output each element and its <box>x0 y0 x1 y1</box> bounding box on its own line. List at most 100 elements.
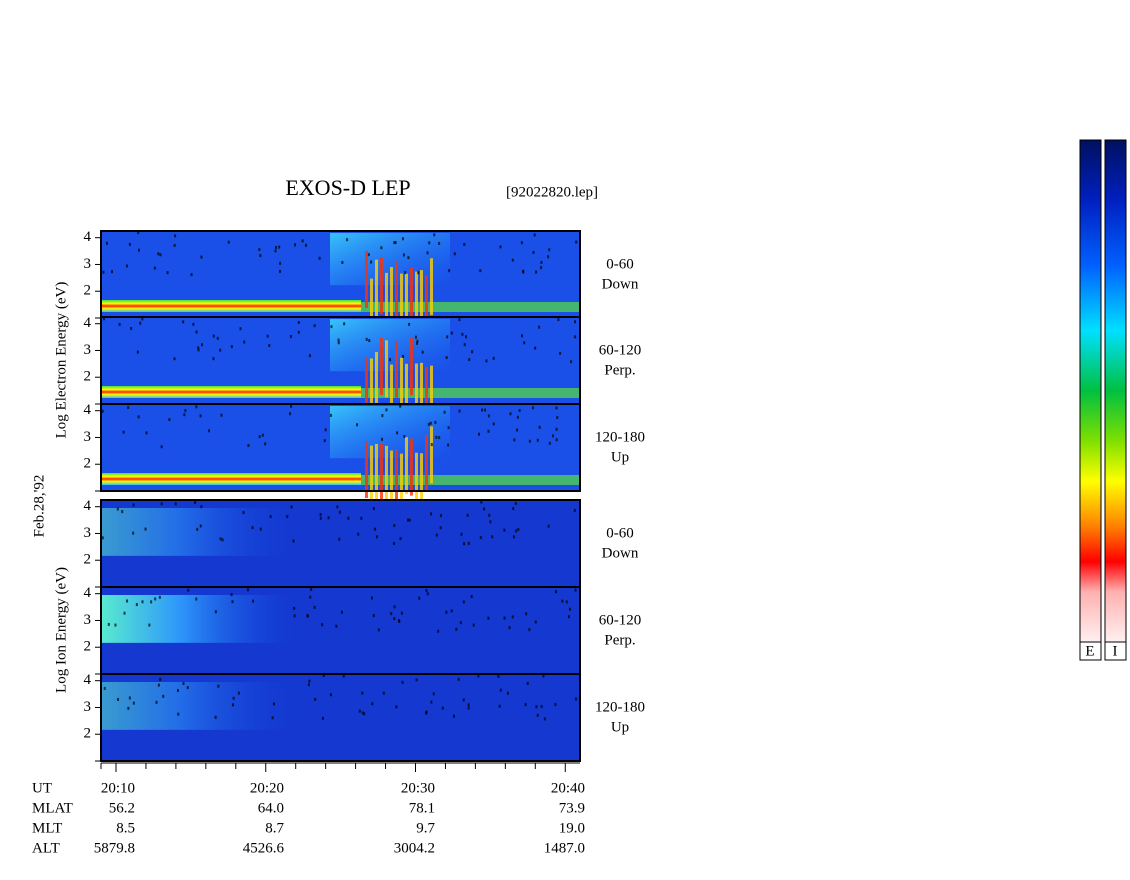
y-tick-label: 4 <box>84 498 92 514</box>
flux-spike <box>415 271 418 329</box>
noise <box>220 413 223 417</box>
flux-spike <box>410 438 413 496</box>
noise <box>484 408 487 412</box>
flux-spike <box>395 260 398 318</box>
noise <box>458 318 461 322</box>
noise <box>448 269 451 273</box>
noise <box>452 714 455 718</box>
noise <box>293 614 296 618</box>
noise <box>443 410 446 414</box>
noise <box>430 700 433 704</box>
flux-spike <box>430 365 433 423</box>
noise <box>561 599 564 603</box>
noise <box>402 237 405 241</box>
noise <box>272 702 275 706</box>
noise <box>512 507 515 511</box>
noise <box>105 241 108 245</box>
flux-spike <box>410 267 413 325</box>
noise <box>445 356 448 360</box>
flux-spike <box>415 363 418 421</box>
noise <box>347 516 350 520</box>
flux-spike <box>420 453 423 511</box>
noise <box>227 240 230 244</box>
noise <box>137 415 140 419</box>
noise <box>127 706 130 710</box>
noise <box>455 627 458 631</box>
noise <box>271 716 274 720</box>
noise <box>554 703 557 707</box>
noise <box>322 674 325 678</box>
row-value: 20:10 <box>101 780 135 796</box>
noise <box>237 691 240 695</box>
noise <box>342 674 345 678</box>
noise <box>259 527 262 531</box>
noise <box>368 339 371 343</box>
noise <box>199 524 202 528</box>
y-tick-label: 4 <box>84 229 92 245</box>
noise <box>174 502 177 506</box>
flux-spike <box>430 258 433 316</box>
y-tick-label: 2 <box>84 369 92 385</box>
flux-band <box>101 300 361 312</box>
noise <box>468 358 471 362</box>
row-value: 3004.2 <box>394 840 435 856</box>
noise <box>499 688 502 692</box>
flux-band <box>361 388 580 398</box>
noise <box>216 336 219 340</box>
noise <box>308 354 311 358</box>
flux-spike <box>405 363 408 421</box>
noise <box>127 405 130 409</box>
noise <box>360 516 363 520</box>
panel-frame <box>100 403 581 492</box>
noise <box>458 409 461 413</box>
noise <box>361 691 364 695</box>
noise <box>197 348 200 352</box>
noise <box>251 526 254 530</box>
noise <box>219 348 222 352</box>
noise <box>201 343 204 347</box>
noise <box>370 596 373 600</box>
noise <box>259 254 262 258</box>
flux-spike <box>415 452 418 510</box>
noise <box>297 330 300 334</box>
noise <box>462 698 465 702</box>
noise <box>555 438 558 442</box>
panel-direction: Up <box>611 719 629 735</box>
noise <box>400 611 403 615</box>
noise <box>126 599 129 603</box>
noise <box>575 697 578 701</box>
noise <box>110 270 113 274</box>
flux-spike <box>375 259 378 317</box>
flux-spike <box>375 351 378 409</box>
noise <box>426 251 429 255</box>
noise <box>570 360 573 364</box>
flux-spike <box>365 441 368 499</box>
noise <box>534 620 537 624</box>
noise <box>137 231 140 235</box>
flux-spike <box>385 272 388 330</box>
noise <box>101 536 104 540</box>
noise <box>467 706 470 710</box>
panel-angle: 120-180 <box>595 429 645 445</box>
noise <box>425 711 428 715</box>
noise <box>430 512 433 516</box>
noise <box>395 705 398 709</box>
noise <box>139 321 142 325</box>
noise <box>516 415 519 419</box>
row-value: 64.0 <box>258 800 284 816</box>
panel-angle: 0-60 <box>606 525 634 541</box>
noise <box>318 256 321 260</box>
noise <box>195 405 198 409</box>
noise <box>551 434 554 438</box>
y-tick-label: 3 <box>84 699 92 715</box>
colorbar-label: E <box>1085 643 1094 659</box>
noise <box>230 593 233 597</box>
row-value: 8.7 <box>265 820 284 836</box>
noise <box>548 248 551 252</box>
noise <box>574 335 577 339</box>
noise <box>393 523 396 527</box>
noise <box>429 421 432 425</box>
noise <box>157 683 160 687</box>
noise <box>214 715 217 719</box>
noise <box>406 518 409 522</box>
